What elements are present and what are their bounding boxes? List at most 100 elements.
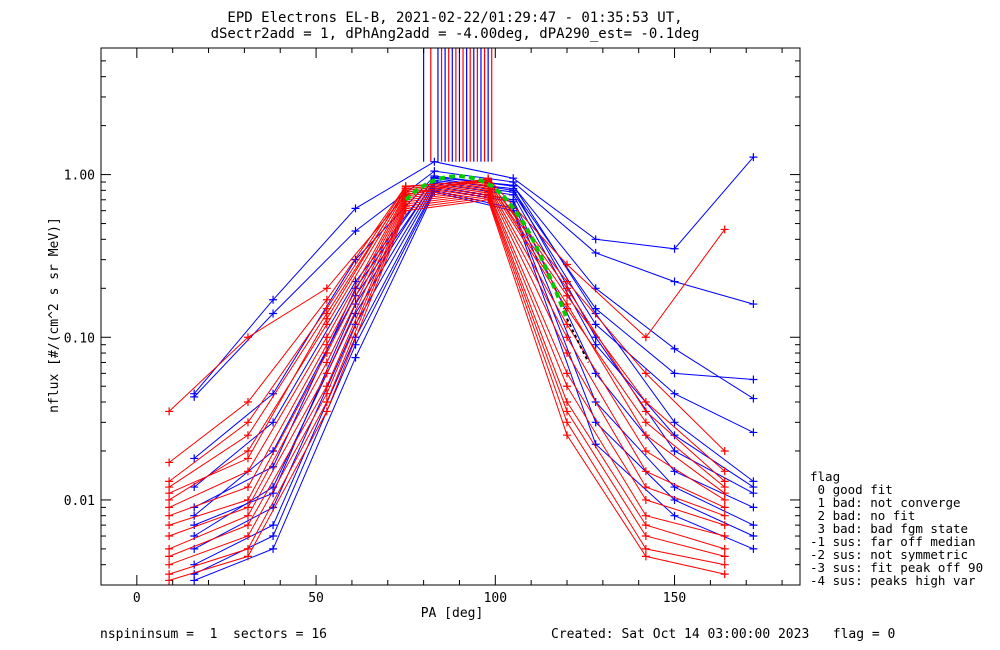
- series-point: [563, 369, 571, 378]
- series-point: [749, 477, 758, 486]
- series-point: [165, 511, 174, 520]
- series-point: [641, 446, 650, 455]
- series-point: [322, 369, 331, 378]
- series-point: [749, 544, 758, 553]
- series-point: [190, 521, 199, 530]
- series-point: [165, 552, 174, 561]
- series-point: [243, 544, 252, 553]
- series-point: [322, 295, 331, 304]
- series-point: [641, 333, 650, 342]
- y-tick-label: 1.00: [64, 169, 95, 184]
- axes: 0 50 100 150 0.01 0.10 1.00: [64, 47, 801, 606]
- legend-item: 2 bad: no fit: [810, 508, 916, 523]
- series-point: [720, 477, 729, 486]
- flag-legend: flag 0 good fit 1 bad: not converge 2 ba…: [810, 470, 983, 587]
- series-point: [563, 284, 571, 293]
- series-point: [749, 532, 758, 541]
- series-point: [720, 570, 729, 579]
- footer-right-info: Created: Sat Oct 14 03:00:00 2023 flag =…: [551, 627, 896, 642]
- series-point: [670, 446, 679, 455]
- series-point: [243, 431, 252, 440]
- y-tick-label: 0.10: [64, 331, 95, 346]
- series-point: [641, 552, 650, 561]
- x-tick-label: 150: [663, 591, 686, 606]
- series-point: [165, 407, 174, 416]
- series-point: [563, 418, 571, 427]
- series-line: [168, 183, 726, 501]
- plot-frame: [100, 47, 801, 586]
- series-point: [401, 206, 410, 215]
- series-point: [484, 195, 493, 204]
- legend-item: 0 good fit: [810, 482, 893, 497]
- series-point: [165, 489, 174, 498]
- series-point: [563, 382, 571, 391]
- series-point: [670, 369, 679, 378]
- series-point: [430, 157, 439, 166]
- series-point: [720, 489, 729, 498]
- legend-item: 1 bad: not converge: [810, 495, 961, 510]
- y-axis-label: nflux [#/(cm^2 s sr MeV)]: [47, 217, 62, 413]
- series-point: [720, 503, 729, 512]
- series-point: [484, 175, 493, 184]
- data-marks: [165, 48, 758, 585]
- series-point: [641, 511, 650, 520]
- series-point: [165, 521, 174, 530]
- series-point: [243, 483, 252, 492]
- series-point: [641, 369, 650, 378]
- series-point: [749, 489, 758, 498]
- series-line: [168, 181, 726, 488]
- series-point: [749, 503, 758, 512]
- series-point: [563, 407, 571, 416]
- series-line: [168, 195, 725, 566]
- series-point: [243, 503, 252, 512]
- series-point: [720, 560, 729, 569]
- series-point: [641, 418, 650, 427]
- series-point: [720, 511, 729, 520]
- series-point: [720, 544, 729, 553]
- chart-title-line-1: EPD Electrons EL-B, 2021-02-22/01:29:47 …: [227, 10, 682, 26]
- series-point: [749, 375, 758, 384]
- series-point: [322, 314, 331, 323]
- series-line: [168, 184, 725, 508]
- fit-curve: [404, 174, 569, 320]
- series-point: [190, 511, 199, 520]
- series-point: [641, 407, 650, 416]
- legend-item: -2 sus: not symmetric: [810, 547, 969, 562]
- series-point: [269, 418, 278, 427]
- series-point: [670, 344, 679, 353]
- fit-curve-tail: [566, 318, 590, 363]
- series-point: [563, 277, 571, 286]
- series-point: [670, 418, 679, 427]
- series-line: [193, 188, 754, 566]
- series-point: [641, 532, 650, 541]
- series-point: [351, 353, 360, 362]
- footer-left-info: nspininsum = 1 sectors = 16: [100, 627, 327, 642]
- series-line: [193, 176, 754, 508]
- series-line: [168, 180, 725, 494]
- series-line: [168, 189, 725, 537]
- series-point: [190, 576, 199, 585]
- series-point: [269, 532, 278, 541]
- x-tick-label: 0: [133, 591, 141, 606]
- series-point: [322, 284, 331, 293]
- legend-item: -1 sus: far off median: [810, 534, 976, 549]
- series-point: [749, 521, 758, 530]
- series-point: [591, 340, 600, 349]
- series-point: [749, 300, 758, 309]
- series-point: [641, 521, 650, 530]
- series-line: [168, 197, 725, 575]
- series-point: [190, 392, 199, 401]
- series-point: [670, 431, 679, 440]
- series-point: [269, 295, 278, 304]
- series-line: [168, 188, 725, 526]
- legend-title: flag: [810, 469, 841, 484]
- series-point: [243, 495, 252, 504]
- series-point: [563, 260, 571, 269]
- series-point: [243, 418, 252, 427]
- x-tick-label: 100: [484, 591, 507, 606]
- x-axis-label: PA [deg]: [421, 606, 484, 621]
- series-point: [563, 397, 571, 406]
- series-point: [269, 521, 278, 530]
- series-point: [563, 291, 571, 300]
